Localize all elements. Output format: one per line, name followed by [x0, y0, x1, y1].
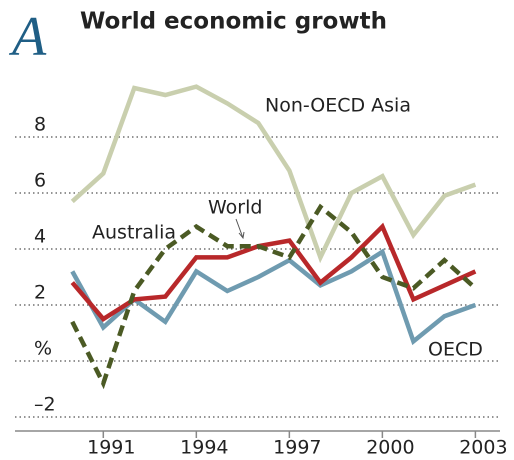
series-label: Non-OECD Asia [265, 95, 411, 117]
series-line [70, 222, 477, 322]
y-tick-label: 8 [34, 114, 46, 136]
y-tick-label: 2 [34, 282, 46, 304]
y-tick-label: % [34, 338, 52, 360]
series-label: Australia [92, 222, 176, 244]
chart-title: World economic growth [80, 9, 387, 35]
x-tick-label: 1991 [87, 437, 135, 459]
x-tick-label: 1994 [180, 437, 228, 459]
x-tick-label: 2000 [366, 437, 414, 459]
y-tick-label: 4 [34, 226, 46, 248]
series-line [70, 84, 477, 264]
series-line [70, 203, 477, 390]
y-tick-label: 6 [34, 170, 46, 192]
series-line [70, 248, 477, 346]
series-label: World [208, 197, 262, 219]
series-label: OECD [428, 339, 483, 361]
panel-label: A [8, 6, 47, 68]
x-tick-label: 1997 [273, 437, 321, 459]
x-tick-label: 2003 [459, 437, 507, 459]
y-tick-label: –2 [34, 394, 56, 416]
annotation-arrow [235, 218, 245, 240]
